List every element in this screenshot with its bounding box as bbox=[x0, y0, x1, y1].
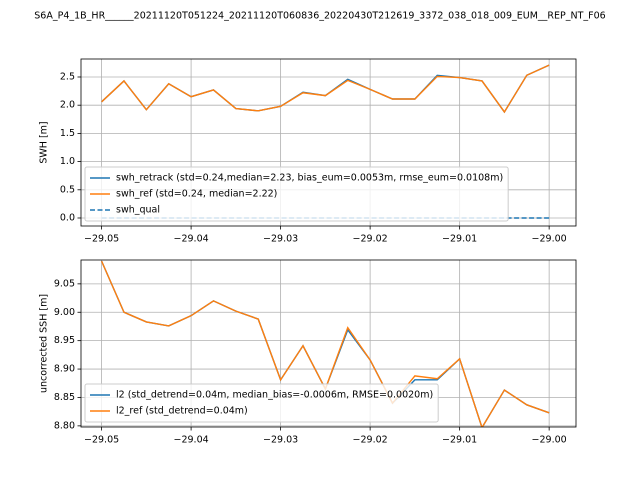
x-tick-label: −29.05 bbox=[84, 234, 119, 245]
axes-frame bbox=[80, 58, 577, 227]
legend: l2 (std_detrend=0.04m, median_bias=-0.00… bbox=[84, 383, 439, 423]
axes-frame bbox=[80, 259, 577, 428]
y-tick-label: 9.00 bbox=[54, 307, 75, 318]
y-tick-label: 2.5 bbox=[60, 71, 75, 82]
legend-box bbox=[84, 383, 439, 423]
y-axis-label: uncorrected SSH [m] bbox=[39, 294, 50, 393]
y-tick-label: 8.90 bbox=[54, 364, 75, 375]
x-tick-label: −29.00 bbox=[532, 435, 567, 446]
y-tick-label: 1.0 bbox=[60, 156, 75, 167]
x-tick-label: −29.04 bbox=[174, 234, 209, 245]
x-tick-label: −29.03 bbox=[263, 435, 298, 446]
legend-label: l2 (std_detrend=0.04m, median_bias=-0.00… bbox=[116, 390, 433, 401]
x-tick-label: −29.02 bbox=[353, 234, 388, 245]
x-tick-label: −29.03 bbox=[263, 234, 298, 245]
y-tick-label: 8.80 bbox=[54, 420, 75, 431]
y-tick-label: 0.0 bbox=[60, 212, 75, 223]
y-tick-label: 8.95 bbox=[54, 335, 75, 346]
legend-label: swh_qual bbox=[116, 205, 160, 216]
x-tick-label: −29.02 bbox=[353, 435, 388, 446]
y-axis-label: SWH [m] bbox=[39, 121, 50, 163]
y-tick-label: 0.5 bbox=[60, 184, 75, 195]
x-tick-label: −29.00 bbox=[532, 234, 567, 245]
figure-title: S6A_P4_1B_HR______20211120T051224_202111… bbox=[34, 11, 605, 22]
y-tick-label: 2.0 bbox=[60, 100, 75, 111]
x-tick-label: −29.05 bbox=[84, 435, 119, 446]
y-tick-label: 9.05 bbox=[54, 278, 75, 289]
legend-label: swh_ref (std=0.24, median=2.22) bbox=[116, 189, 277, 200]
legend-label: l2_ref (std_detrend=0.04m) bbox=[116, 406, 248, 417]
x-tick-label: −29.01 bbox=[442, 234, 477, 245]
series-line bbox=[101, 64, 550, 114]
legend: swh_retrack (std=0.24,median=2.23, bias_… bbox=[84, 166, 509, 222]
legend-box bbox=[84, 166, 509, 222]
y-tick-label: 8.85 bbox=[54, 392, 75, 403]
x-tick-label: −29.01 bbox=[442, 435, 477, 446]
y-tick-label: 1.5 bbox=[60, 128, 75, 139]
x-tick-label: −29.04 bbox=[174, 435, 209, 446]
legend-label: swh_retrack (std=0.24,median=2.23, bias_… bbox=[116, 173, 503, 184]
